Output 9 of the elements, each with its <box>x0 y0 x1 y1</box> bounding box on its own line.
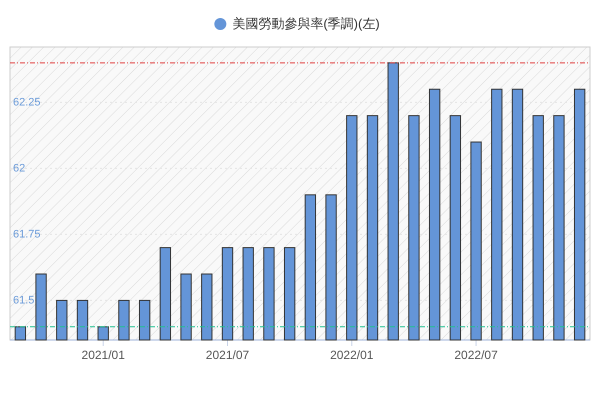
y-tick-label: 61.75 <box>13 228 41 240</box>
legend-label: 美國勞動參與率(季調)(左) <box>232 16 380 31</box>
y-tick-label: 61.5 <box>13 294 34 306</box>
x-tick-label: 2021/01 <box>82 348 126 362</box>
x-tick-label: 2022/07 <box>454 348 498 362</box>
x-tick-label: 2022/01 <box>330 348 374 362</box>
y-tick-label: 62 <box>13 162 26 174</box>
x-tick-label: 2021/07 <box>206 348 250 362</box>
y-tick-label: 62.25 <box>13 96 41 108</box>
